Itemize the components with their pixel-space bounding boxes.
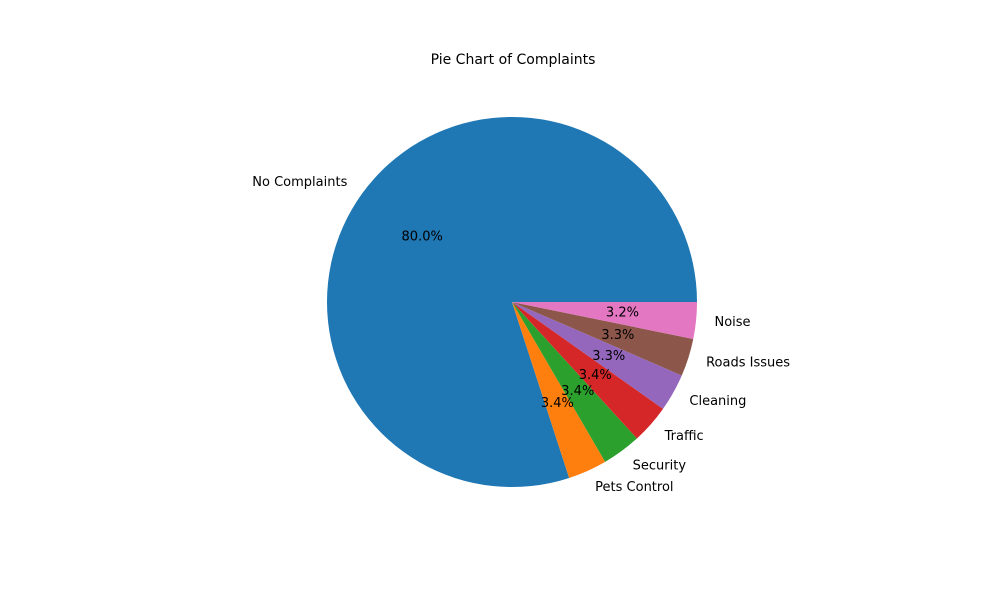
slice-label-security: Security xyxy=(633,458,687,473)
slice-label-traffic: Traffic xyxy=(664,429,704,444)
chart-title: Pie Chart of Complaints xyxy=(431,52,596,68)
pie-slice-no-complaints xyxy=(327,117,697,488)
pct-label-traffic: 3.4% xyxy=(579,368,612,383)
slice-label-cleaning: Cleaning xyxy=(689,394,746,409)
slice-label-roads-issues: Roads Issues xyxy=(706,356,790,371)
pie-slice-roads-issues xyxy=(512,302,694,376)
pct-label-cleaning: 3.3% xyxy=(592,349,625,364)
pie-labels: No Complaints 80.0% Pets Control 3.4% Securi… xyxy=(252,175,790,495)
pct-label-noise: 3.2% xyxy=(606,306,639,321)
pie-slice-cleaning xyxy=(512,302,682,409)
slice-label-noise: Noise xyxy=(714,315,750,330)
pie-slice-traffic xyxy=(512,302,664,439)
pct-label-security: 3.4% xyxy=(561,384,594,399)
pct-label-no-complaints: 80.0% xyxy=(402,229,443,244)
pie-slice-security xyxy=(512,302,637,462)
pie-slice-noise xyxy=(512,302,697,339)
slice-label-pets-control: Pets Control xyxy=(595,480,673,495)
slice-label-no-complaints: No Complaints xyxy=(252,175,347,190)
pct-label-pets-control: 3.4% xyxy=(541,396,574,411)
pie-slices xyxy=(327,117,697,488)
pct-label-roads-issues: 3.3% xyxy=(601,328,634,343)
pie-slice-pets-control xyxy=(512,302,606,478)
